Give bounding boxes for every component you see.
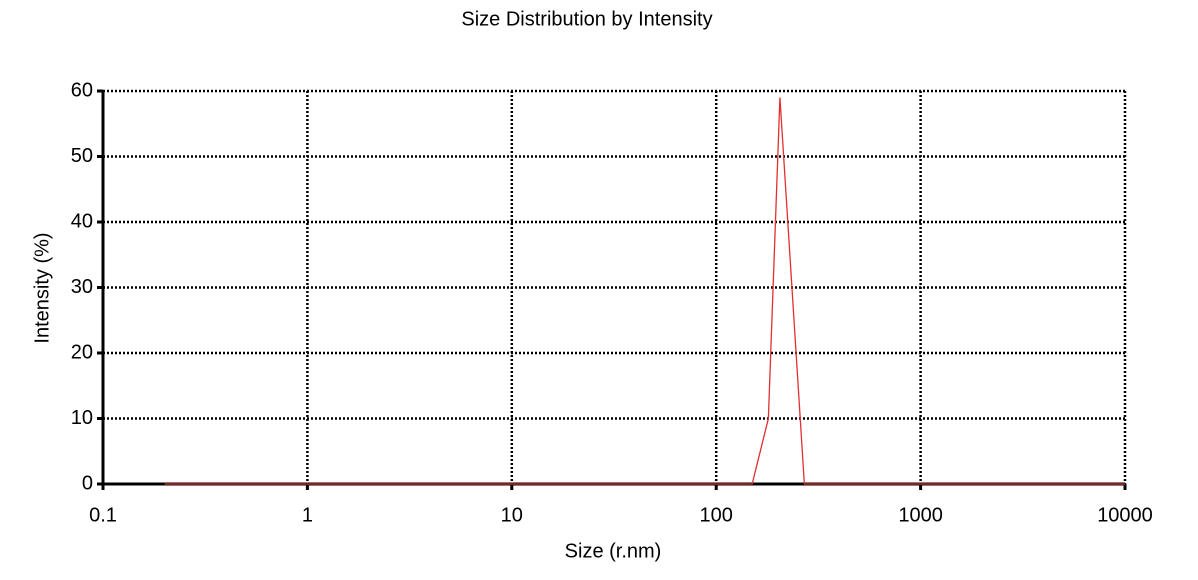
y-axis-title: Intensity (%) — [31, 232, 53, 343]
y-tick-label: 60 — [71, 79, 93, 101]
x-tick-label: 1 — [302, 504, 313, 526]
x-tick-label: 100 — [700, 504, 733, 526]
y-tick-label: 10 — [71, 407, 93, 429]
chart-title: Size Distribution by Intensity — [461, 8, 712, 30]
x-axis-title: Size (r.nm) — [565, 540, 662, 562]
x-tick-label: 10000 — [1097, 504, 1153, 526]
x-tick-label: 0.1 — [89, 504, 117, 526]
y-tick-label: 30 — [71, 276, 93, 298]
data-line — [164, 97, 1125, 485]
y-tick-label: 40 — [71, 210, 93, 232]
y-tick-label: 20 — [71, 341, 93, 363]
x-tick-label: 10 — [501, 504, 523, 526]
x-tick-label: 1000 — [898, 504, 943, 526]
y-tick-label: 0 — [82, 472, 93, 494]
y-tick-label: 50 — [71, 145, 93, 167]
